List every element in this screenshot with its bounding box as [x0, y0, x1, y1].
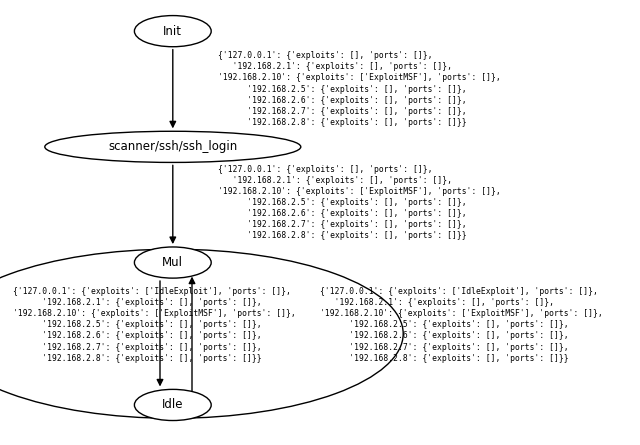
Text: {'127.0.0.1': {'exploits': [], 'ports': []},
   '192.168.2.1': {'exploits': [], : {'127.0.0.1': {'exploits': [], 'ports': … — [218, 165, 500, 240]
Text: {'127.0.0.1': {'exploits': ['IdleExploit'], 'ports': []},
   '192.168.2.1': {'ex: {'127.0.0.1': {'exploits': ['IdleExploit… — [320, 287, 603, 363]
Text: Mul: Mul — [163, 256, 183, 269]
Text: Init: Init — [163, 24, 182, 38]
Ellipse shape — [45, 131, 301, 162]
Ellipse shape — [134, 16, 211, 47]
Text: Idle: Idle — [162, 398, 184, 412]
Text: scanner/ssh/ssh_login: scanner/ssh/ssh_login — [108, 140, 237, 154]
Ellipse shape — [134, 389, 211, 421]
Text: {'127.0.0.1': {'exploits': ['IdleExploit'], 'ports': []},
      '192.168.2.1': {: {'127.0.0.1': {'exploits': ['IdleExploit… — [13, 287, 296, 363]
Text: {'127.0.0.1': {'exploits': [], 'ports': []},
   '192.168.2.1': {'exploits': [], : {'127.0.0.1': {'exploits': [], 'ports': … — [218, 51, 500, 127]
Ellipse shape — [134, 247, 211, 278]
